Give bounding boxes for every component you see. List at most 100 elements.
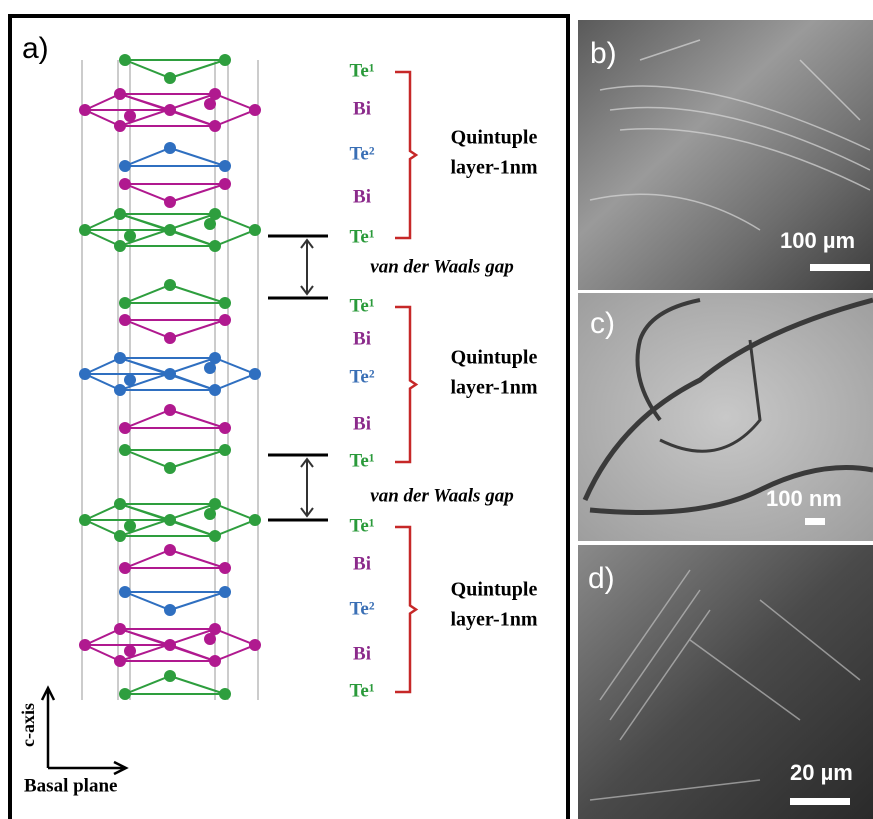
atom	[204, 362, 216, 374]
panel-label: a)	[22, 32, 49, 65]
atom	[209, 655, 221, 667]
atom	[114, 120, 126, 132]
atom	[79, 514, 91, 526]
atom	[79, 368, 91, 380]
atom	[114, 498, 126, 510]
atom	[114, 352, 126, 364]
atom	[249, 224, 261, 236]
atom-label: Te¹	[349, 515, 374, 536]
atom	[114, 208, 126, 220]
atom	[79, 104, 91, 116]
micrographs	[578, 20, 873, 819]
panel-label: d)	[588, 562, 615, 595]
atom-label: Bi	[353, 643, 371, 664]
atom	[164, 670, 176, 682]
atom	[119, 562, 131, 574]
layer-caption: Quintuple	[451, 127, 538, 149]
atom-label: Te²	[349, 366, 374, 387]
atom-label: Te¹	[349, 680, 374, 701]
atom	[249, 104, 261, 116]
scale-label: 100 µm	[780, 228, 855, 253]
panel-label: b)	[590, 37, 617, 70]
atom	[124, 110, 136, 122]
atom-label: Te¹	[349, 60, 374, 81]
atom	[164, 224, 176, 236]
atom-label: Te²	[349, 598, 374, 619]
atom	[114, 530, 126, 542]
atom	[209, 530, 221, 542]
atom	[164, 72, 176, 84]
atom	[164, 368, 176, 380]
atom-label: Te¹	[349, 450, 374, 471]
scale-label: 100 nm	[766, 486, 842, 511]
atom	[164, 332, 176, 344]
atom	[119, 297, 131, 309]
scale-bar	[805, 518, 825, 525]
panel-label: c)	[590, 307, 615, 340]
atom	[119, 160, 131, 172]
atom	[204, 98, 216, 110]
atom	[114, 88, 126, 100]
atom-label: Bi	[353, 186, 371, 207]
axis-label: c-axis	[18, 703, 38, 747]
atom	[249, 368, 261, 380]
atom	[219, 444, 231, 456]
atom	[164, 142, 176, 154]
atom	[164, 544, 176, 556]
figure: a) Te¹ Bi Te² Bi Te¹ Quintuple layer-1nm Te¹ Bi Te…	[0, 0, 873, 819]
atom	[164, 279, 176, 291]
atom-label: Bi	[353, 328, 371, 349]
atom	[119, 688, 131, 700]
layer-caption: Quintuple	[451, 347, 538, 369]
atom	[219, 178, 231, 190]
atom	[124, 645, 136, 657]
atom	[114, 655, 126, 667]
scale-bar	[790, 798, 850, 805]
atom	[219, 562, 231, 574]
atom	[164, 104, 176, 116]
atom	[164, 639, 176, 651]
atom-label: Bi	[353, 553, 371, 574]
atom-label: Te¹	[349, 226, 374, 247]
atom	[219, 422, 231, 434]
atom	[219, 297, 231, 309]
atom	[219, 54, 231, 66]
atom-label: Te¹	[349, 295, 374, 316]
atom	[124, 374, 136, 386]
atom	[114, 240, 126, 252]
atom	[164, 462, 176, 474]
atom	[249, 514, 261, 526]
atom	[119, 314, 131, 326]
gap-label: van der Waals gap	[370, 256, 513, 277]
layer-caption: layer-1nm	[450, 609, 537, 631]
atom	[119, 54, 131, 66]
scale-bar	[810, 264, 870, 271]
atom	[164, 404, 176, 416]
atom	[219, 314, 231, 326]
atom-label: Te²	[349, 143, 374, 164]
atom	[124, 230, 136, 242]
atom	[249, 639, 261, 651]
atom	[124, 520, 136, 532]
atom	[219, 160, 231, 172]
layer-caption: layer-1nm	[450, 157, 537, 179]
atom	[204, 508, 216, 520]
atom	[119, 444, 131, 456]
layer-caption: Quintuple	[451, 579, 538, 601]
atom	[204, 218, 216, 230]
atom	[219, 586, 231, 598]
atom	[114, 623, 126, 635]
scale-label: 20 µm	[790, 760, 853, 785]
atom	[209, 240, 221, 252]
atom	[119, 178, 131, 190]
atom	[79, 639, 91, 651]
atom-label: Bi	[353, 98, 371, 119]
atom	[164, 514, 176, 526]
atom	[79, 224, 91, 236]
axis-label: Basal plane	[24, 775, 117, 796]
atom	[164, 604, 176, 616]
atom	[209, 384, 221, 396]
atom	[204, 633, 216, 645]
atom-label: Bi	[353, 413, 371, 434]
atom	[219, 688, 231, 700]
